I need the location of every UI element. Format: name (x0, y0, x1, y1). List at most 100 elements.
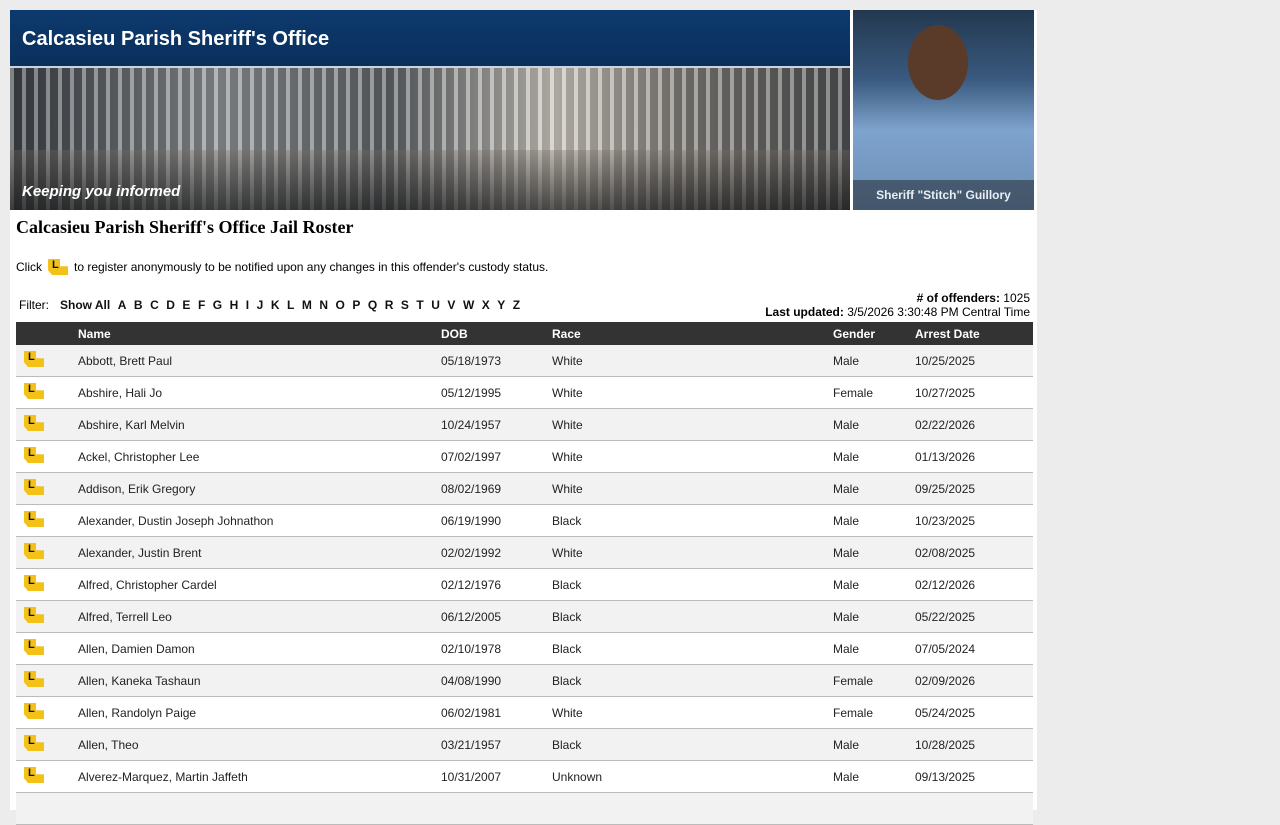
filter-letter-r[interactable]: R (384, 298, 394, 312)
table-row[interactable]: Alexander, Dustin Joseph Johnathon06/19/… (16, 504, 1033, 537)
notify-cell (16, 696, 78, 729)
column-header[interactable]: Gender (833, 322, 915, 345)
table-row[interactable] (16, 792, 1033, 825)
filter-letter-p[interactable]: P (352, 298, 361, 312)
louisiana-notify-icon[interactable] (24, 511, 44, 527)
louisiana-notify-icon[interactable] (24, 703, 44, 719)
filter-letter-n[interactable]: N (319, 298, 329, 312)
filter-letter-t[interactable]: T (416, 298, 424, 312)
filter-letter-h[interactable]: H (229, 298, 239, 312)
gender: Male (833, 728, 915, 761)
offender-name[interactable]: Ackel, Christopher Lee (78, 440, 441, 473)
filter-show-all[interactable]: Show All (60, 298, 111, 312)
filter-letter-b[interactable]: B (133, 298, 143, 312)
table-row[interactable]: Allen, Damien Damon02/10/1978BlackMale07… (16, 632, 1033, 665)
race (552, 792, 833, 825)
offender-name[interactable]: Alverez-Marquez, Martin Jaffeth (78, 760, 441, 793)
offender-name[interactable]: Allen, Theo (78, 728, 441, 761)
table-row[interactable]: Alfred, Christopher Cardel02/12/1976Blac… (16, 568, 1033, 601)
table-row[interactable]: Abshire, Hali Jo05/12/1995WhiteFemale10/… (16, 376, 1033, 409)
offender-name[interactable]: Alfred, Terrell Leo (78, 600, 441, 633)
filter-letter-i[interactable]: I (245, 298, 250, 312)
column-header[interactable] (16, 322, 78, 345)
page-title: Calcasieu Parish Sheriff's Office Jail R… (16, 217, 354, 237)
louisiana-notify-icon[interactable] (24, 351, 44, 367)
gender (833, 792, 915, 825)
filter-letter-k[interactable]: K (270, 298, 280, 312)
filter-letter-o[interactable]: O (335, 298, 345, 312)
offender-name[interactable]: Abshire, Hali Jo (78, 376, 441, 409)
dob: 07/02/1997 (441, 440, 552, 473)
filter-letter-l[interactable]: L (287, 298, 295, 312)
filter-letter-y[interactable]: Y (497, 298, 506, 312)
filter-letter-s[interactable]: S (400, 298, 409, 312)
offender-name[interactable]: Abshire, Karl Melvin (78, 408, 441, 441)
table-row[interactable]: Alverez-Marquez, Martin Jaffeth10/31/200… (16, 760, 1033, 793)
arrest-date: 09/25/2025 (915, 472, 1033, 505)
offender-name[interactable]: Alexander, Dustin Joseph Johnathon (78, 504, 441, 537)
table-row[interactable]: Addison, Erik Gregory08/02/1969WhiteMale… (16, 472, 1033, 505)
race: Black (552, 632, 833, 665)
table-row[interactable]: Alfred, Terrell Leo06/12/2005BlackMale05… (16, 600, 1033, 633)
offender-name[interactable]: Allen, Randolyn Paige (78, 696, 441, 729)
filter-letter-d[interactable]: D (166, 298, 175, 312)
offender-name[interactable]: Abbott, Brett Paul (78, 345, 441, 377)
race: Unknown (552, 760, 833, 793)
dob: 03/21/1957 (441, 728, 552, 761)
notify-cell (16, 600, 78, 633)
filter-letter-f[interactable]: F (197, 298, 206, 312)
louisiana-notify-icon[interactable] (24, 415, 44, 431)
table-row[interactable]: Allen, Randolyn Paige06/02/1981WhiteFema… (16, 696, 1033, 729)
offender-name[interactable]: Alfred, Christopher Cardel (78, 568, 441, 601)
dob: 05/12/1995 (441, 376, 552, 409)
louisiana-notify-icon[interactable] (24, 735, 44, 751)
column-header[interactable]: Arrest Date (915, 322, 1033, 345)
filter-letter-a[interactable]: A (117, 298, 127, 312)
louisiana-notify-icon[interactable] (24, 639, 44, 655)
filter-letter-w[interactable]: W (462, 298, 475, 312)
updated-label: Last updated: (765, 305, 844, 319)
dob: 02/02/1992 (441, 536, 552, 569)
filter-letter-g[interactable]: G (212, 298, 223, 312)
louisiana-notify-icon[interactable] (24, 607, 44, 623)
filter-letter-e[interactable]: E (182, 298, 191, 312)
louisiana-notify-icon[interactable] (24, 575, 44, 591)
race: White (552, 345, 833, 377)
race: Black (552, 568, 833, 601)
arrest-date: 10/23/2025 (915, 504, 1033, 537)
louisiana-notify-icon[interactable] (24, 447, 44, 463)
table-row[interactable]: Abshire, Karl Melvin10/24/1957WhiteMale0… (16, 408, 1033, 441)
dob: 05/18/1973 (441, 345, 552, 377)
filter-letter-q[interactable]: Q (367, 298, 378, 312)
louisiana-notify-icon[interactable] (24, 543, 44, 559)
offender-name[interactable] (78, 792, 441, 825)
arrest-date: 05/22/2025 (915, 600, 1033, 633)
column-header[interactable]: Name (78, 322, 441, 345)
filter-letter-c[interactable]: C (150, 298, 159, 312)
filter-letter-j[interactable]: J (256, 298, 264, 312)
filter-letter-u[interactable]: U (431, 298, 440, 312)
last-updated: 3/5/2026 3:30:48 PM Central Time (847, 305, 1030, 319)
offender-name[interactable]: Allen, Damien Damon (78, 632, 441, 665)
table-row[interactable]: Ackel, Christopher Lee07/02/1997WhiteMal… (16, 440, 1033, 473)
filter-letter-z[interactable]: Z (512, 298, 521, 312)
column-header[interactable]: DOB (441, 322, 552, 345)
table-row[interactable]: Abbott, Brett Paul05/18/1973WhiteMale10/… (16, 345, 1033, 377)
table-row[interactable]: Allen, Kaneka Tashaun04/08/1990BlackFema… (16, 664, 1033, 697)
table-row[interactable]: Alexander, Justin Brent02/02/1992WhiteMa… (16, 536, 1033, 569)
dob: 10/31/2007 (441, 760, 552, 793)
offender-name[interactable]: Allen, Kaneka Tashaun (78, 664, 441, 697)
filter-letter-x[interactable]: X (481, 298, 490, 312)
arrest-date (915, 792, 1033, 825)
offender-name[interactable]: Alexander, Justin Brent (78, 536, 441, 569)
louisiana-notify-icon[interactable] (24, 479, 44, 495)
filter-letter-m[interactable]: M (301, 298, 312, 312)
offender-name[interactable]: Addison, Erik Gregory (78, 472, 441, 505)
louisiana-notify-icon[interactable] (24, 671, 44, 687)
louisiana-notify-icon[interactable] (24, 767, 44, 783)
dob (441, 792, 552, 825)
column-header[interactable]: Race (552, 322, 833, 345)
filter-letter-v[interactable]: V (447, 298, 456, 312)
louisiana-notify-icon[interactable] (24, 383, 44, 399)
